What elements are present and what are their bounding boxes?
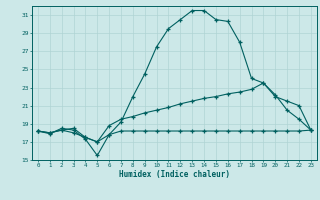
X-axis label: Humidex (Indice chaleur): Humidex (Indice chaleur): [119, 170, 230, 179]
